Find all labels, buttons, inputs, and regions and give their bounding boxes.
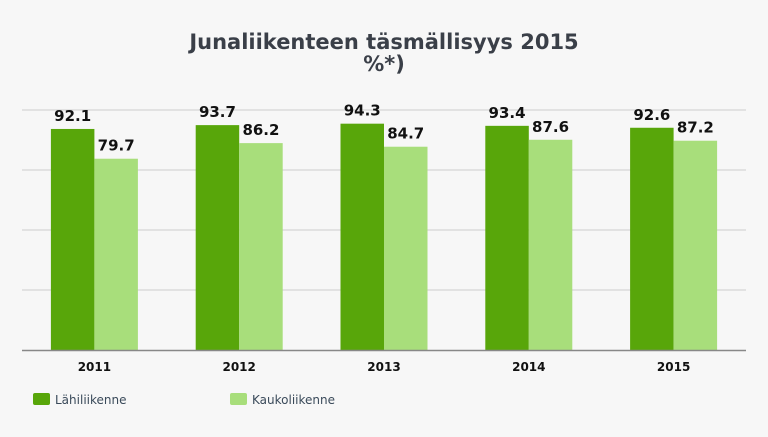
- data-label: 94.3: [344, 102, 381, 120]
- bar-lahiliikenne-2011[interactable]: [50, 128, 95, 350]
- legend-label: Kaukoliikenne: [252, 393, 335, 407]
- data-label: 93.4: [489, 104, 526, 122]
- x-axis-ticks: 2011 2012 2013 2014 2015: [78, 360, 691, 374]
- legend-label: Lähiliikenne: [55, 393, 126, 407]
- bar-kaukoliikenne-2011[interactable]: [94, 158, 138, 350]
- legend-item-lahiliikenne[interactable]: Lähiliikenne: [33, 393, 126, 407]
- bar-kaukoliikenne-2013[interactable]: [384, 146, 428, 350]
- legend-swatch: [230, 393, 247, 405]
- legend-item-kaukoliikenne[interactable]: Kaukoliikenne: [230, 393, 335, 407]
- chart-title: Junaliikenteen täsmällisyys 2015: [187, 30, 578, 54]
- x-tick-label: 2012: [222, 360, 255, 374]
- bar-lahiliikenne-2014[interactable]: [485, 125, 529, 350]
- data-label: 87.6: [532, 118, 569, 136]
- legend-swatch: [33, 393, 50, 405]
- data-label: 87.2: [677, 119, 714, 137]
- bar-lahiliikenne-2015[interactable]: [630, 127, 674, 350]
- bar-kaukoliikenne-2014[interactable]: [528, 139, 573, 350]
- bar-lahiliikenne-2013[interactable]: [340, 123, 385, 351]
- bar-kaukoliikenne-2015[interactable]: [673, 140, 718, 350]
- bar-lahiliikenne-2012[interactable]: [195, 125, 240, 351]
- legend[interactable]: Lähiliikenne Kaukoliikenne: [33, 393, 335, 407]
- data-label: 79.7: [98, 137, 135, 155]
- x-tick-label: 2011: [78, 360, 111, 374]
- x-tick-label: 2014: [512, 360, 545, 374]
- bar-kaukoliikenne-2012[interactable]: [239, 143, 283, 350]
- data-label: 92.1: [54, 107, 91, 125]
- data-label: 84.7: [387, 125, 424, 143]
- data-label: 93.7: [199, 103, 236, 121]
- x-tick-label: 2013: [367, 360, 400, 374]
- bars: [50, 123, 718, 351]
- chart-subtitle: %*): [363, 52, 405, 76]
- data-label: 92.6: [633, 106, 670, 124]
- data-label: 86.2: [242, 121, 279, 139]
- x-tick-label: 2015: [657, 360, 690, 374]
- data-labels: 92.1 79.7 93.7 86.2 94.3 84.7 93.4 87.6 92.6 87.2: [54, 102, 714, 155]
